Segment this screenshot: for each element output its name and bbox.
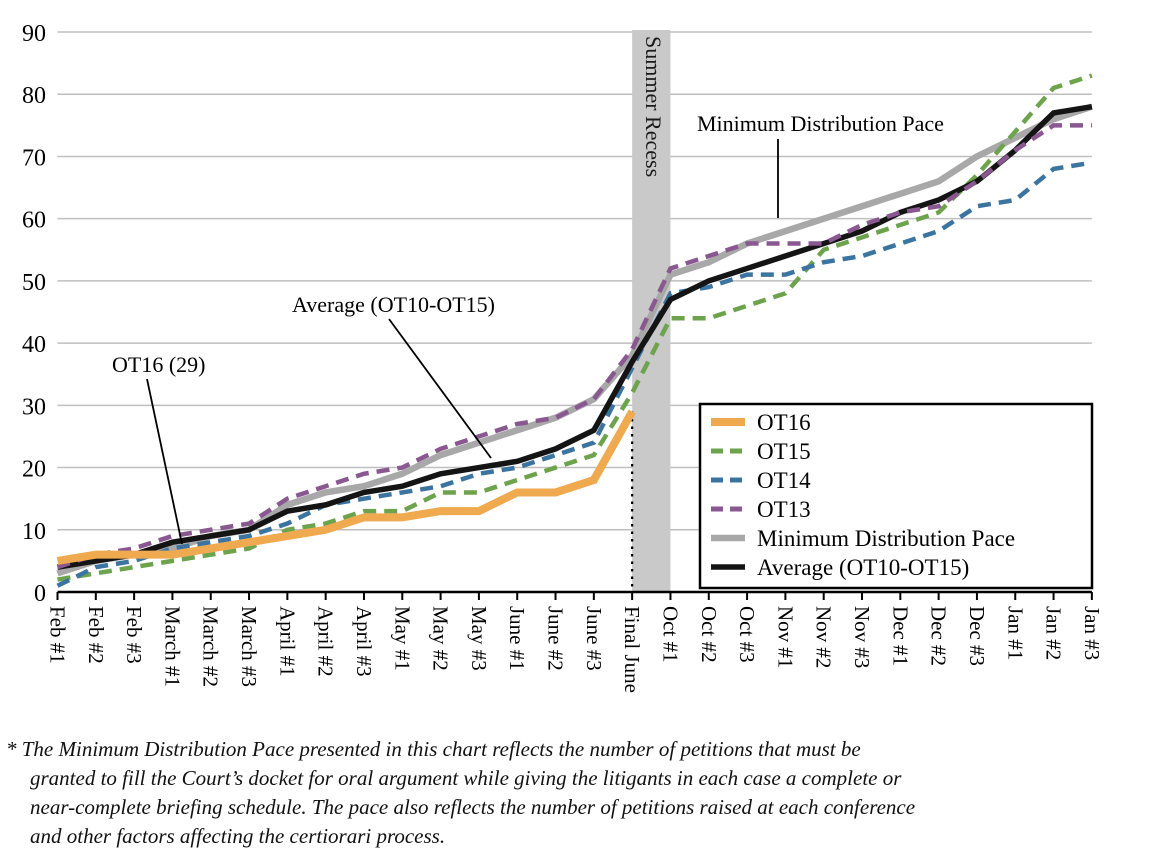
x-axis-label: Feb #1 xyxy=(46,606,70,664)
x-axis-label: Dec #1 xyxy=(888,606,912,666)
x-axis-label: Nov #1 xyxy=(773,606,797,668)
x-axis-label: April #2 xyxy=(314,606,338,677)
x-axis-label: Jan #2 xyxy=(1042,606,1066,660)
x-axis-label: April #1 xyxy=(275,606,299,677)
y-axis-label: 40 xyxy=(22,332,46,358)
annotation-label-average-ot10-ot15: Average (OT10-OT15) xyxy=(292,292,495,317)
y-axis-label: 50 xyxy=(22,270,46,296)
footnote-line: * The Minimum Distribution Pace presente… xyxy=(6,737,861,761)
series-line-ot16 xyxy=(56,409,636,565)
x-axis-label: Nov #2 xyxy=(812,606,836,668)
footnote-line: near-complete briefing schedule. The pac… xyxy=(30,795,916,819)
y-axis-label: 90 xyxy=(22,21,46,47)
legend-label-minimum-distribution-pace: Minimum Distribution Pace xyxy=(757,526,1015,551)
annotation-leader-average-ot10-ot15 xyxy=(388,318,492,459)
y-axis-label: 10 xyxy=(22,519,46,545)
annotation-label-ot16-29: OT16 (29) xyxy=(112,352,205,377)
series-line-ot14 xyxy=(56,160,1093,588)
legend-box xyxy=(698,402,1094,590)
legend-label-ot15: OT15 xyxy=(757,439,811,464)
x-axis-label: Feb #3 xyxy=(122,606,146,664)
x-axis-label: June #1 xyxy=(505,606,529,671)
y-axis-label: 60 xyxy=(22,208,46,234)
y-axis-label: 70 xyxy=(22,145,46,171)
series-line-ot15 xyxy=(57,73,1093,582)
cert-grant-pace-chart: 0 10 20 30 40 50 60 70 80 90 Summer Recess Feb #1 Fe… xyxy=(22,21,1104,693)
x-axis-label: Dec #3 xyxy=(965,606,989,666)
x-axis-label: April #3 xyxy=(352,606,376,677)
y-axis-label: 20 xyxy=(22,457,46,483)
footnote-line: and other factors affecting the certiora… xyxy=(30,824,446,848)
series-line-average-ot10-ot15 xyxy=(57,103,1093,570)
legend-label-average-ot10-ot15: Average (OT10-OT15) xyxy=(757,555,969,580)
series-line-ot13 xyxy=(56,123,1092,570)
x-axis-label: May #3 xyxy=(467,606,491,671)
x-axis-label: Feb #2 xyxy=(84,606,108,664)
x-axis-label: May #2 xyxy=(429,606,453,671)
x-axis-label: Jan #3 xyxy=(1080,606,1104,660)
x-axis-label: Nov #3 xyxy=(850,606,874,668)
legend-label-ot13: OT13 xyxy=(757,497,811,522)
x-axis-label: June #3 xyxy=(582,606,606,671)
chart-footnote: * The Minimum Distribution Pace presente… xyxy=(6,735,1150,851)
legend-label-ot16: OT16 xyxy=(757,410,811,435)
footnote-line: granted to fill the Court’s docket for o… xyxy=(30,766,902,790)
legend-label-ot14: OT14 xyxy=(757,468,811,493)
x-axis-label: March #2 xyxy=(199,606,223,687)
x-axis-label: March #3 xyxy=(237,606,261,687)
y-axis-label: 80 xyxy=(22,83,46,109)
x-axis-label: Jan #1 xyxy=(1003,606,1027,660)
y-axis-label: 0 xyxy=(34,581,46,607)
x-axis-label: Oct #2 xyxy=(697,606,721,663)
x-axis-label: Dec #2 xyxy=(927,606,951,666)
summer-recess-label: Summer Recess xyxy=(641,36,666,177)
x-axis-label: Final June xyxy=(620,606,644,693)
x-axis-label: May #1 xyxy=(390,606,414,671)
x-axis-label: June #2 xyxy=(544,606,568,671)
annotation-leader-ot16-29 xyxy=(146,378,183,545)
x-axis-label: Oct #3 xyxy=(735,606,759,663)
annotation-label-minimum-distribution-pace: Minimum Distribution Pace xyxy=(697,111,944,136)
x-axis-label: March #1 xyxy=(160,606,184,687)
x-axis-label: Oct #1 xyxy=(658,606,682,663)
y-axis-label: 30 xyxy=(22,394,46,420)
